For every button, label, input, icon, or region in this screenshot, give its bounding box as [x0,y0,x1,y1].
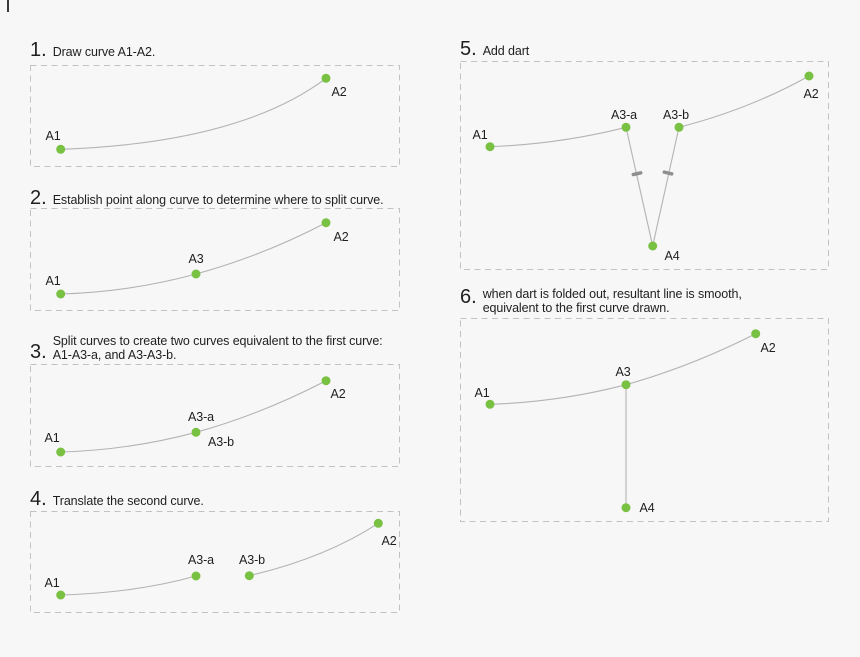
step-3-number: 3. [30,341,47,363]
label-a1: A1 [45,129,60,143]
point-a2 [751,329,761,339]
step-1-caption: Draw curve A1-A2. [52,45,156,59]
curve-a3b-a2 [249,522,379,577]
label-a3a: A3-a [611,108,637,122]
label-a2: A2 [803,87,818,101]
label-a4: A4 [639,501,654,515]
point-a2 [321,218,331,228]
point-a1 [56,144,66,154]
point-a3 [191,427,201,437]
label-a1: A1 [472,128,487,142]
label-a1: A1 [45,274,60,288]
step-5-caption: Add dart [482,44,530,58]
point-a2 [321,73,331,83]
step-5-number: 5. [460,38,477,60]
label-a3b: A3-b [208,435,234,449]
step-3-caption-line1: Split curves to create two curves equiva… [52,334,383,348]
dart-notch-right [662,170,674,176]
step-1-title: 1. Draw curve A1-A2. [30,40,155,60]
point-a1 [56,289,66,299]
step-1-frame [30,65,400,167]
dart-legs [625,127,680,247]
curve-a3-a2 [195,222,327,275]
step-5-frame [460,61,829,270]
step-3-frame [30,364,400,467]
point-a3b [674,122,684,132]
step-3-diagram: A1 A3-a A3-b A2 [30,364,400,467]
step-4-number: 4. [30,488,47,510]
step-6-caption-line1: when dart is folded out, resultant line … [482,287,742,301]
step-3-caption: Split curves to create two curves equiva… [53,334,383,362]
label-a3a: A3-a [188,553,214,567]
step-5-title: 5. Add dart [460,39,529,59]
label-a1: A1 [474,386,489,400]
point-a3b [244,571,254,581]
step-6-diagram: A1 A3 A2 A4 [460,318,829,522]
dart-notch-left [631,171,643,177]
point-a2 [321,376,331,386]
label-a2: A2 [330,387,345,401]
label-a2: A2 [333,230,348,244]
label-a3b: A3-b [663,108,689,122]
step-2-caption: Establish point along curve to determine… [52,193,384,207]
curve-a3-a2 [625,333,756,386]
step-4-frame [30,511,400,613]
point-a2 [373,518,383,528]
point-a4 [648,241,658,251]
point-a3 [191,269,201,279]
step-4-diagram: A1 A3-a A3-b A2 [30,511,400,613]
point-a1 [56,447,66,457]
label-a3: A3 [188,252,203,266]
curve-a3b-a2 [678,75,810,128]
point-a1 [485,142,495,152]
step-1-number: 1. [30,39,47,61]
label-a3a: A3-a [188,410,214,424]
curve-a1-a3 [489,384,627,405]
point-a4 [621,503,631,513]
label-a2: A2 [381,534,396,548]
step-6-caption: when dart is folded out, resultant line … [483,287,742,315]
step-1-diagram: A1 A2 [30,65,400,167]
point-a1 [485,399,495,409]
step-2-frame [30,208,400,311]
point-a3a [621,122,631,132]
label-a3b: A3-b [239,553,265,567]
label-a4: A4 [664,249,679,263]
step-2-title: 2. Establish point along curve to determ… [30,187,384,209]
step-6-title: 6. when dart is folded out, resultant li… [460,287,742,315]
label-a1: A1 [44,576,59,590]
point-a1 [56,590,66,600]
label-a3: A3 [615,365,630,379]
label-a2: A2 [331,85,346,99]
step-6-caption-line2: equivalent to the first curve drawn. [482,301,670,315]
curve-a3-a3b [195,380,327,433]
point-a3 [621,380,631,390]
step-5-diagram: A1 A3-a A3-b A2 A4 [460,61,829,270]
step-3-title: 3. Split curves to create two curves equ… [30,334,383,362]
step-6-frame [460,318,829,522]
step-6-number: 6. [460,286,477,308]
label-a2: A2 [760,341,775,355]
curve-a1-a3a [60,575,197,596]
point-a3a [191,571,201,581]
curve-a1-a2 [60,77,327,150]
step-2-diagram: A1 A3 A2 [30,208,400,311]
curve-a1-a3a [60,431,197,453]
step-4-title: 4. Translate the second curve. [30,489,204,509]
curve-a1-a3a [489,126,627,148]
label-a1: A1 [44,431,59,445]
step-3-caption-line2: A1-A3-a, and A3-A3-b. [52,348,177,362]
screenshot-edge-artifact [7,0,9,12]
curve-a1-a3 [60,273,197,295]
step-4-caption: Translate the second curve. [52,494,204,508]
point-a2 [804,71,814,81]
step-2-number: 2. [30,187,47,209]
